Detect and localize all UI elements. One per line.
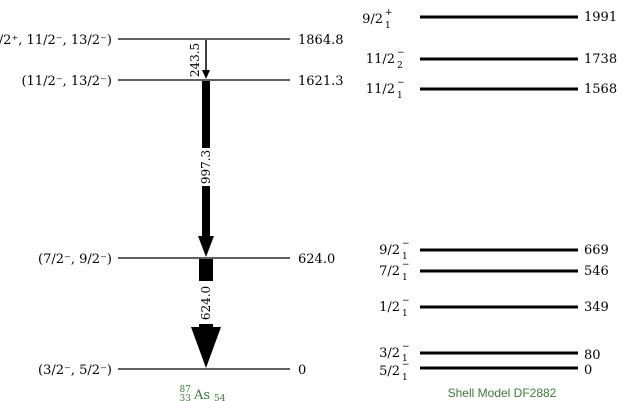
svg-text:−: −	[402, 342, 410, 352]
sm-energy-label-349: 349	[584, 300, 609, 315]
shell-model-caption: Shell Model DF2882	[448, 386, 557, 400]
sm-energy-label-546: 546	[584, 264, 609, 279]
transition-label-243: 243.5	[188, 43, 202, 77]
svg-text:2: 2	[397, 61, 403, 71]
svg-text:1: 1	[402, 354, 408, 364]
svg-text:1: 1	[385, 21, 391, 31]
exp-spin-label-0: (3/2⁻, 5/2⁻)	[38, 363, 112, 378]
exp-spin-label-1864: (9/2⁺, 11/2⁻, 13/2⁻)	[0, 33, 112, 48]
svg-text:87: 87	[180, 385, 192, 395]
exp-energy-label-0: 0	[298, 363, 306, 378]
svg-text:9/2: 9/2	[379, 243, 400, 258]
transition-label-624: 624.0	[199, 286, 213, 320]
experimental-scheme: (9/2⁺, 11/2⁻, 13/2⁻) (11/2⁻, 13/2⁻) (7/2…	[0, 33, 344, 401]
svg-text:1: 1	[397, 91, 403, 101]
sm-energy-label-1738: 1738	[584, 52, 617, 67]
svg-text:3/2: 3/2	[379, 346, 400, 361]
sm-spin-label-669: 9/2 − 1	[379, 239, 409, 262]
sm-spin-label-349: 1/2 − 1	[379, 296, 409, 319]
svg-text:−: −	[402, 360, 410, 370]
svg-text:+: +	[385, 8, 393, 18]
exp-energy-label-624: 624.0	[298, 252, 335, 267]
exp-spin-label-624: (7/2⁻, 9/2⁻)	[38, 252, 112, 267]
sm-energy-label-669: 669	[584, 243, 609, 258]
svg-text:11/2: 11/2	[366, 52, 395, 67]
svg-text:9/2: 9/2	[362, 12, 383, 27]
svg-text:7/2: 7/2	[379, 264, 400, 279]
sm-spin-label-80: 3/2 − 1	[379, 342, 409, 364]
svg-text:54: 54	[214, 394, 226, 401]
sm-spin-label-1568: 11/2 − 1	[366, 78, 405, 101]
sm-spin-label-546: 7/2 − 1	[379, 260, 409, 283]
svg-text:−: −	[402, 239, 410, 249]
sm-spin-label-0: 5/2 − 1	[379, 360, 409, 383]
transition-label-bg-997	[199, 148, 213, 186]
exp-spin-label-1621: (11/2⁻, 13/2⁻)	[21, 74, 112, 89]
sm-energy-label-0: 0	[584, 363, 592, 378]
svg-text:−: −	[402, 296, 410, 306]
svg-text:1: 1	[402, 273, 408, 283]
svg-text:As: As	[193, 388, 210, 401]
sm-energy-label-80: 80	[584, 348, 601, 363]
sm-energy-label-1568: 1568	[584, 82, 617, 97]
svg-text:−: −	[397, 48, 405, 58]
svg-text:1/2: 1/2	[379, 300, 400, 315]
sm-spin-label-1738: 11/2 − 2	[366, 48, 405, 71]
exp-energy-label-1621: 1621.3	[298, 74, 344, 89]
sm-spin-label-1991: 9/2 + 1	[362, 8, 392, 31]
transition-arrow-624	[191, 259, 221, 368]
svg-text:1: 1	[402, 309, 408, 319]
svg-text:1: 1	[402, 373, 408, 383]
nucleus-caption: 87 33 As 54	[180, 385, 226, 401]
svg-text:−: −	[397, 78, 405, 88]
svg-text:1: 1	[402, 252, 408, 262]
transition-arrow-243	[202, 40, 210, 79]
sm-energy-label-1991: 1991	[584, 10, 617, 25]
svg-text:5/2: 5/2	[379, 364, 400, 379]
transition-label-997: 997.3	[199, 150, 213, 184]
exp-energy-label-1864: 1864.8	[298, 33, 344, 48]
svg-text:11/2: 11/2	[366, 82, 395, 97]
svg-text:−: −	[402, 260, 410, 270]
svg-text:33: 33	[180, 394, 192, 401]
shell-model-scheme: 1991 1738 1568 669 546 349 80 0 9/2 + 1 …	[362, 8, 617, 400]
